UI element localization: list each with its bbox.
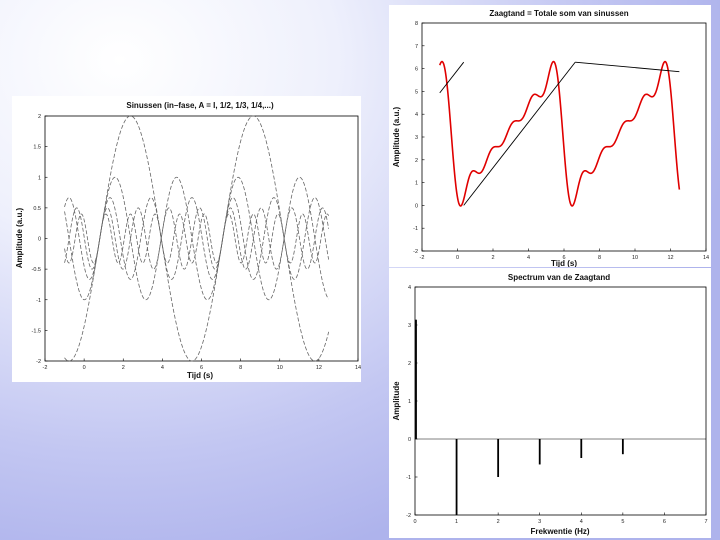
x-axis-label: Tijd (s)	[551, 259, 577, 267]
spectrum-chart-panel: Spectrum van de Zaagtand Frekwentie (Hz)…	[389, 268, 711, 538]
plot-frame	[44, 115, 359, 362]
y-tick-label: 0	[408, 437, 411, 443]
x-tick-label: 6	[562, 255, 565, 261]
x-tick-label: 4	[161, 365, 164, 371]
y-tick-label: 1	[415, 181, 418, 187]
y-tick-label: 0.5	[33, 206, 41, 212]
chart-title: Sinussen (in–fase, A = I, 1/2, 1/3, 1/4,…	[126, 101, 274, 110]
x-tick-label: 8	[598, 255, 601, 261]
sawtooth-chart-panel: Zaagtand = Totale som van sinussen Tijd …	[389, 5, 711, 267]
y-tick-label: -1	[406, 475, 411, 481]
x-axis-label: Tijd (s)	[187, 371, 213, 380]
y-tick-label: 5	[415, 89, 418, 95]
x-tick-label: 0	[83, 365, 86, 371]
x-tick-label: -2	[43, 365, 48, 371]
x-tick-label: 0	[413, 519, 416, 525]
x-axis-label: Frekwentie (Hz)	[530, 527, 589, 536]
sinusoid-line-1	[64, 115, 330, 362]
x-tick-label: 0	[456, 255, 459, 261]
y-tick-label: -0.5	[32, 267, 41, 273]
y-axis-label: Amplitude	[392, 381, 401, 421]
y-tick-label: 2	[415, 158, 418, 164]
y-tick-label: -2	[406, 513, 411, 519]
y-tick-label: -2	[413, 249, 418, 255]
y-tick-label: -2	[36, 359, 41, 365]
y-tick-label: 4	[415, 112, 418, 118]
sinusoid-line-2	[64, 176, 329, 301]
x-tick-label: -2	[420, 255, 425, 261]
chart-title: Zaagtand = Totale som van sinussen	[489, 9, 628, 18]
chart-title: Spectrum van de Zaagtand	[508, 273, 610, 282]
x-tick-label: 6	[663, 519, 666, 525]
x-tick-label: 3	[538, 519, 541, 525]
ideal-sawtooth-segment	[463, 61, 576, 206]
sinusoid-line-4	[64, 207, 330, 270]
x-tick-label: 10	[632, 255, 638, 261]
x-tick-label: 2	[491, 255, 494, 261]
y-tick-label: 3	[408, 323, 411, 329]
sinusoids-chart: Sinussen (in–fase, A = I, 1/2, 1/3, 1/4,…	[15, 101, 361, 380]
x-tick-label: 14	[355, 365, 361, 371]
spectrum-chart: Spectrum van de Zaagtand Frekwentie (Hz)…	[392, 273, 708, 536]
x-tick-label: 14	[703, 255, 709, 261]
y-axis-label: Amplitude (a.u.)	[392, 106, 401, 167]
y-tick-label: 1.5	[33, 145, 41, 151]
x-tick-label: 8	[239, 365, 242, 371]
y-tick-label: -1.5	[32, 328, 41, 334]
x-tick-label: 2	[122, 365, 125, 371]
y-tick-label: 7	[415, 44, 418, 50]
y-tick-label: 6	[415, 67, 418, 73]
y-tick-label: 8	[415, 21, 418, 27]
y-tick-label: 3	[415, 135, 418, 141]
sinusoid-line-3	[64, 197, 330, 280]
x-tick-label: 1	[455, 519, 458, 525]
sawtooth-chart: Zaagtand = Totale som van sinussen Tijd …	[392, 9, 709, 267]
ideal-sawtooth-segment	[575, 61, 680, 73]
x-tick-label: 2	[497, 519, 500, 525]
y-tick-label: 1	[38, 175, 41, 181]
x-tick-label: 12	[316, 365, 322, 371]
x-tick-label: 12	[667, 255, 673, 261]
y-tick-label: 4	[408, 285, 411, 291]
x-tick-label: 4	[527, 255, 530, 261]
x-tick-label: 10	[277, 365, 283, 371]
ideal-sawtooth-segment	[439, 61, 465, 94]
y-tick-label: 1	[408, 399, 411, 405]
y-tick-label: 2	[38, 114, 41, 120]
plot-frame	[414, 286, 707, 516]
fourier-sum-line	[438, 60, 681, 207]
plot-frame	[421, 22, 707, 252]
x-tick-label: 5	[621, 519, 624, 525]
y-tick-label: 2	[408, 361, 411, 367]
x-tick-label: 6	[200, 365, 203, 371]
y-tick-label: -1	[36, 298, 41, 304]
sinusoid-line-5	[64, 213, 330, 264]
y-axis-label: Amplitude (a.u.)	[15, 207, 24, 268]
y-tick-label: 0	[38, 237, 41, 243]
sinusoids-chart-panel: Sinussen (in–fase, A = I, 1/2, 1/3, 1/4,…	[12, 96, 361, 382]
y-tick-label: -1	[413, 226, 418, 232]
y-tick-label: 0	[415, 203, 418, 209]
x-tick-label: 4	[580, 519, 583, 525]
x-tick-label: 7	[704, 519, 707, 525]
